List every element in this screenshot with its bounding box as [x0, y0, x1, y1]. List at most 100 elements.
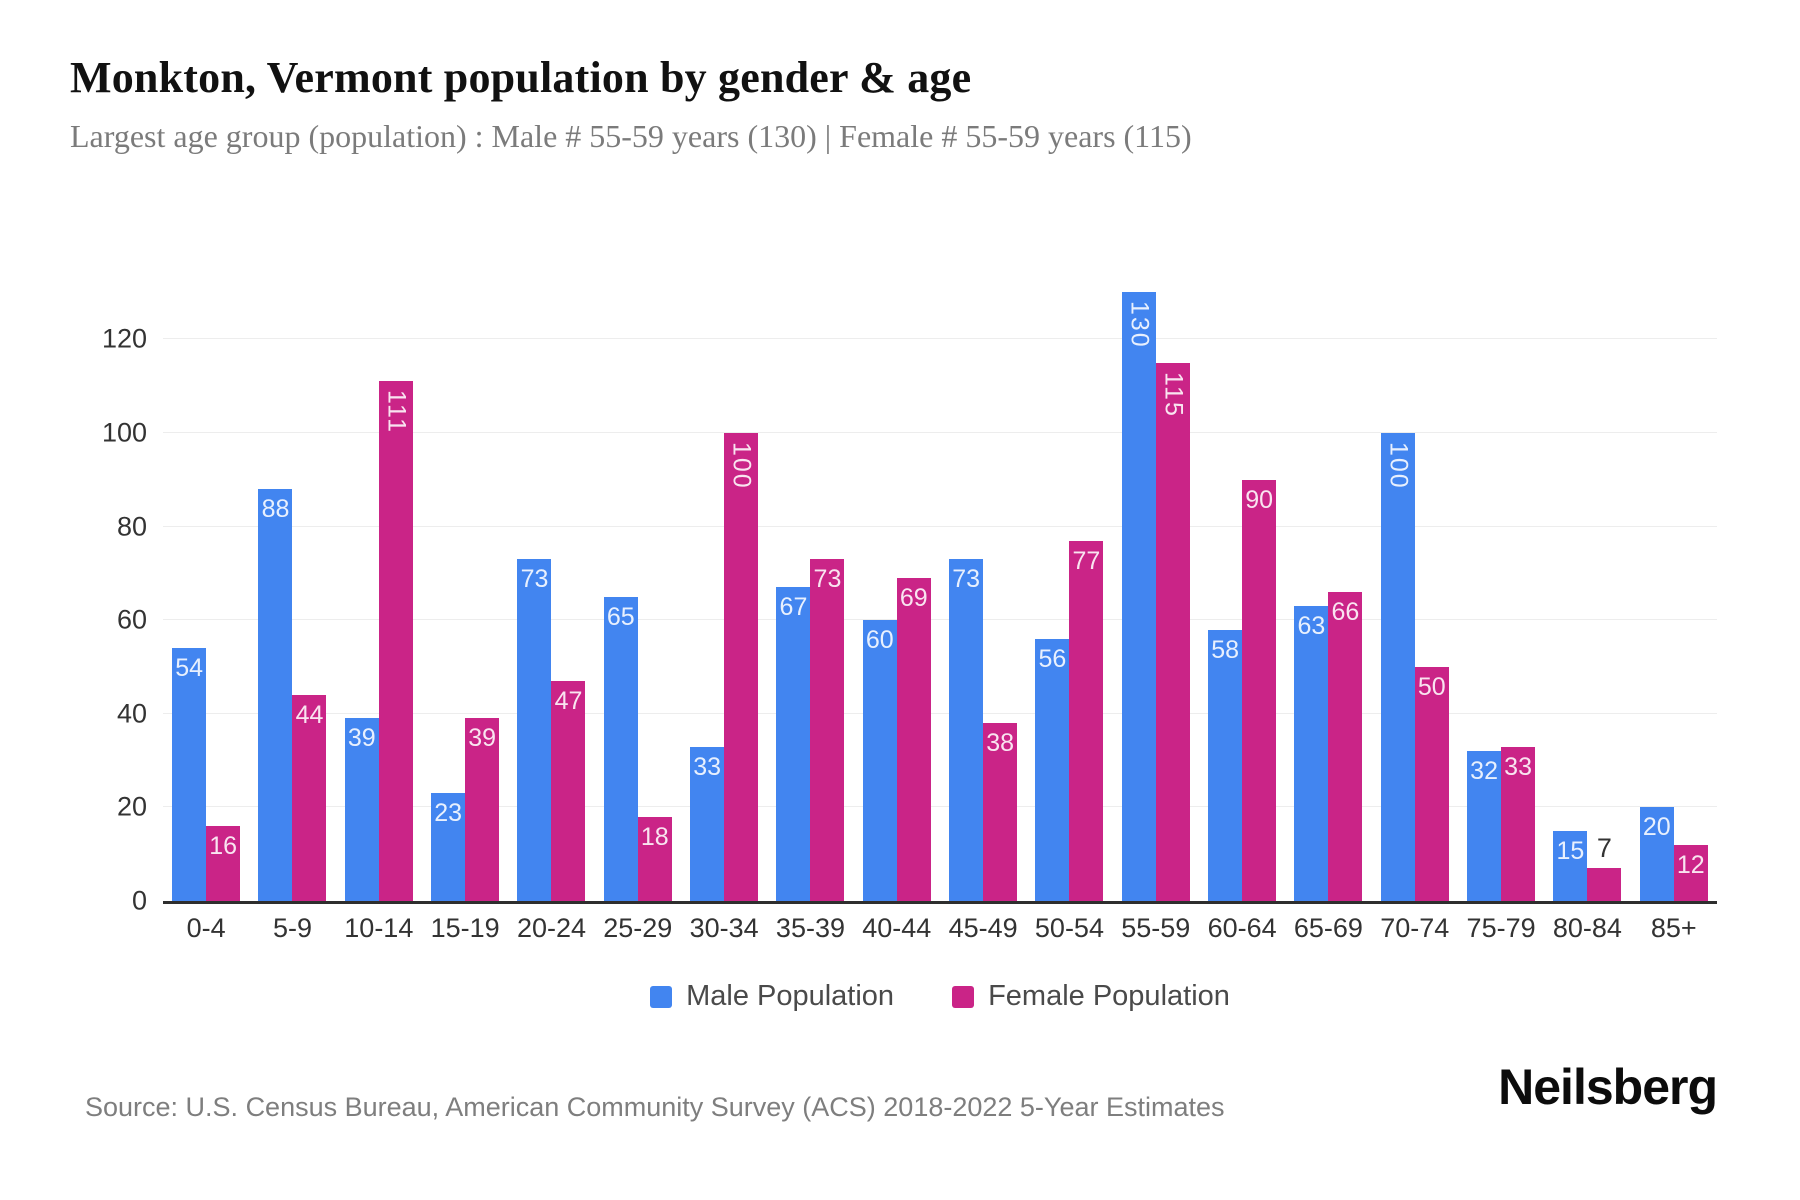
gridline-80: [163, 525, 1717, 527]
bar-male-80-84[interactable]: 15: [1553, 830, 1588, 901]
plot-area: 0 20 40 60 80 100 120 54 16 0-4 88 44 5-9 39 111 10-14…: [102, 255, 1717, 943]
bar-male-70-74[interactable]: 100: [1380, 432, 1415, 901]
chart-subtitle: Largest age group (population) : Male # …: [70, 118, 1192, 154]
legend-label-male: Male Population: [686, 980, 895, 1012]
x-axis-label-60-64: 60-64: [1207, 913, 1277, 943]
x-axis-label-25-29: 25-29: [603, 913, 673, 943]
gridline-120: [163, 338, 1717, 340]
x-axis-label-10-14: 10-14: [344, 913, 414, 943]
legend: Male Population Female Population: [163, 980, 1717, 1013]
bar-group-15-19: 23 39 15-19: [422, 255, 508, 943]
bar-male-40-44[interactable]: 60: [862, 620, 897, 901]
bar-value-label: 69: [899, 584, 928, 612]
source-text: Source: U.S. Census Bureau, American Com…: [85, 1092, 1225, 1122]
bar-female-5-9[interactable]: 44: [292, 695, 327, 901]
bar-male-15-19[interactable]: 23: [431, 793, 466, 901]
x-axis-label-45-49: 45-49: [948, 913, 1018, 943]
bar-male-45-49[interactable]: 73: [949, 559, 984, 901]
bar-female-65-69[interactable]: 66: [1328, 592, 1363, 901]
bar-group-85+: 20 12 85+: [1631, 255, 1717, 943]
bar-female-40-44[interactable]: 69: [896, 578, 931, 901]
bar-male-5-9[interactable]: 88: [258, 489, 293, 901]
legend-item-female[interactable]: Female Population: [952, 980, 1230, 1013]
bar-value-label: 58: [1211, 635, 1239, 664]
bar-female-55-59[interactable]: 115: [1155, 362, 1190, 901]
x-axis-label-30-34: 30-34: [689, 913, 759, 943]
bar-group-45-49: 73 38 45-49: [940, 255, 1026, 943]
bar-group-55-59: 130 115 55-59: [1113, 255, 1199, 943]
bar-male-75-79[interactable]: 32: [1467, 751, 1502, 901]
bar-male-0-4[interactable]: 54: [172, 648, 207, 901]
bar-value-label: 73: [952, 565, 981, 594]
x-axis-label-80-84: 80-84: [1552, 913, 1622, 943]
bar-female-70-74[interactable]: 50: [1414, 666, 1449, 901]
x-axis-label-15-19: 15-19: [430, 913, 500, 943]
bar-female-35-39[interactable]: 73: [810, 559, 845, 901]
gridline-20: [163, 806, 1717, 808]
bar-female-45-49[interactable]: 38: [983, 723, 1018, 901]
bar-male-20-24[interactable]: 73: [517, 559, 552, 901]
bar-groups: 54 16 0-4 88 44 5-9 39 111 10-14 23 39 15-19 73 47 20-…: [163, 255, 1717, 943]
bar-value-label: 130: [1125, 301, 1154, 350]
x-axis-label-20-24: 20-24: [516, 913, 586, 943]
bar-male-50-54[interactable]: 56: [1035, 638, 1070, 901]
bar-value-label: 67: [779, 593, 808, 622]
bar-group-75-79: 32 33 75-79: [1458, 255, 1544, 943]
bar-group-35-39: 67 73 35-39: [767, 255, 853, 943]
bar-male-55-59[interactable]: 130: [1121, 292, 1156, 901]
bar-value-label: 33: [693, 752, 722, 781]
bar-value-label: 23: [434, 799, 463, 828]
bar-male-65-69[interactable]: 63: [1294, 606, 1329, 901]
bar-female-85+[interactable]: 12: [1673, 844, 1708, 901]
y-axis-label-20: 20: [116, 791, 147, 822]
bar-value-label: 73: [813, 565, 842, 594]
bar-female-25-29[interactable]: 18: [637, 816, 672, 901]
bar-male-85+[interactable]: 20: [1639, 807, 1674, 901]
bar-value-label: 12: [1676, 850, 1705, 879]
bar-female-80-84[interactable]: 7: [1587, 833, 1622, 901]
bar-male-35-39[interactable]: 67: [776, 587, 811, 901]
bar-male-25-29[interactable]: 65: [603, 596, 638, 901]
y-axis-label-0: 0: [131, 885, 147, 916]
x-axis-label-55-59: 55-59: [1121, 913, 1191, 943]
bar-group-5-9: 88 44 5-9: [249, 255, 335, 943]
bar-value-label: 38: [986, 729, 1015, 758]
bar-female-60-64[interactable]: 90: [1242, 479, 1277, 901]
bar-value-label: 18: [640, 822, 669, 851]
bar-female-20-24[interactable]: 47: [551, 681, 586, 901]
bar-female-0-4[interactable]: 16: [206, 826, 241, 901]
legend-item-male[interactable]: Male Population: [650, 980, 894, 1013]
bar-value-label: 50: [1417, 672, 1446, 701]
bar-value-label: 100: [727, 441, 756, 490]
y-axis-label-120: 120: [101, 323, 147, 354]
y-axis-label-60: 60: [116, 604, 147, 635]
x-axis-label-0-4: 0-4: [186, 913, 226, 943]
bar-male-30-34[interactable]: 33: [690, 746, 725, 901]
bar-group-60-64: 58 90 60-64: [1199, 255, 1285, 943]
x-axis-label-70-74: 70-74: [1380, 913, 1450, 943]
bar-female-10-14[interactable]: 111: [378, 381, 413, 901]
bar-value-label: 47: [554, 687, 583, 715]
bar-value-label: 32: [1470, 757, 1498, 786]
bar-value-label: 88: [261, 495, 290, 524]
y-axis-label-80: 80: [116, 511, 147, 541]
bar-value-label: 54: [175, 654, 204, 683]
bar-female-50-54[interactable]: 77: [1069, 540, 1104, 901]
bar-female-75-79[interactable]: 33: [1501, 746, 1536, 901]
bar-male-60-64[interactable]: 58: [1208, 629, 1243, 901]
bar-value-label: 66: [1331, 598, 1360, 626]
bar-value-label: 20: [1642, 813, 1671, 842]
bar-female-15-19[interactable]: 39: [465, 718, 500, 901]
bar-male-10-14[interactable]: 39: [344, 718, 379, 901]
bar-group-50-54: 56 77 50-54: [1026, 255, 1112, 943]
bar-value-label: 39: [468, 724, 497, 753]
bar-value-label: 33: [1504, 752, 1532, 781]
bar-group-30-34: 33 100 30-34: [681, 255, 767, 943]
brand-logo: Neilsberg: [1498, 1059, 1718, 1115]
bar-female-30-34[interactable]: 100: [724, 432, 759, 901]
bar-value-label: 63: [1297, 612, 1326, 641]
bar-group-40-44: 60 69 40-44: [854, 255, 940, 943]
bar-group-10-14: 39 111 10-14: [336, 255, 422, 943]
bar-value-label: 7: [1596, 833, 1612, 864]
